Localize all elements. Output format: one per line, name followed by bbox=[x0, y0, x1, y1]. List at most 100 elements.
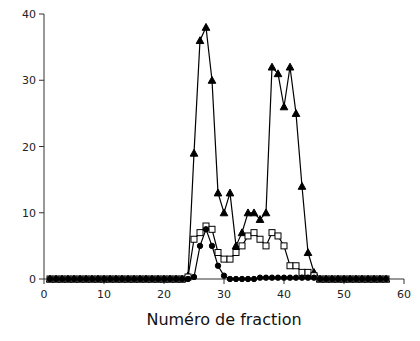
circle-marker bbox=[239, 276, 244, 281]
chart-svg: 0102030405060010203040Numéro de fraction bbox=[0, 0, 420, 341]
circle-marker bbox=[371, 276, 376, 281]
circle-marker bbox=[65, 276, 70, 281]
square-marker bbox=[227, 256, 233, 262]
circle-marker bbox=[113, 276, 118, 281]
square-marker bbox=[293, 263, 299, 269]
markers bbox=[46, 23, 390, 282]
square-marker bbox=[341, 276, 347, 282]
triangle-marker bbox=[220, 209, 228, 216]
square-marker bbox=[251, 230, 257, 236]
circle-marker bbox=[161, 276, 166, 281]
triangle-marker bbox=[262, 209, 270, 216]
y-tick bbox=[39, 146, 44, 147]
square-marker bbox=[113, 276, 119, 282]
square-marker bbox=[257, 236, 263, 242]
triangle-marker bbox=[274, 70, 282, 77]
circle-marker bbox=[341, 276, 346, 281]
circle-marker bbox=[257, 275, 262, 280]
square-marker bbox=[383, 276, 389, 282]
square-marker bbox=[95, 276, 101, 282]
square-marker bbox=[335, 276, 341, 282]
circle-marker bbox=[317, 276, 322, 281]
y-tick bbox=[39, 279, 44, 280]
chart-container: 0102030405060010203040Numéro de fraction bbox=[0, 0, 420, 341]
triangle-marker bbox=[226, 189, 234, 196]
circle-marker bbox=[155, 276, 160, 281]
y-tick-label: 0 bbox=[29, 273, 36, 286]
plot-area bbox=[46, 23, 390, 282]
square-marker bbox=[65, 276, 71, 282]
square-marker bbox=[233, 250, 239, 256]
x-tick bbox=[404, 279, 405, 284]
square-marker bbox=[323, 276, 329, 282]
circle-marker bbox=[359, 276, 364, 281]
x-tick-label: 20 bbox=[157, 288, 171, 301]
circle-marker bbox=[77, 276, 82, 281]
triangle-marker bbox=[256, 216, 264, 223]
circle-marker bbox=[179, 276, 184, 281]
series-markers bbox=[46, 23, 390, 282]
square-marker bbox=[161, 276, 167, 282]
circle-marker bbox=[149, 276, 154, 281]
circle-marker bbox=[215, 263, 220, 268]
circle-marker bbox=[59, 276, 64, 281]
series-line bbox=[50, 27, 386, 279]
square-marker bbox=[371, 276, 377, 282]
circle-marker bbox=[221, 273, 226, 278]
circle-marker bbox=[143, 276, 148, 281]
y-tick-label: 40 bbox=[22, 8, 36, 21]
square-marker bbox=[173, 276, 179, 282]
circle-marker bbox=[131, 276, 136, 281]
square-marker bbox=[125, 276, 131, 282]
square-marker bbox=[377, 276, 383, 282]
circle-marker bbox=[227, 276, 232, 281]
x-tick-label: 30 bbox=[217, 288, 231, 301]
circle-marker bbox=[251, 276, 256, 281]
square-marker bbox=[317, 276, 323, 282]
circle-marker bbox=[383, 276, 388, 281]
series-markers bbox=[47, 227, 388, 282]
triangle-marker bbox=[202, 23, 210, 30]
x-tick bbox=[44, 279, 45, 284]
square-marker bbox=[83, 276, 89, 282]
square-marker bbox=[137, 276, 143, 282]
circle-marker bbox=[119, 276, 124, 281]
circle-marker bbox=[125, 276, 130, 281]
x-tick-label: 50 bbox=[337, 288, 351, 301]
circle-marker bbox=[377, 276, 382, 281]
x-tick-label: 0 bbox=[41, 288, 48, 301]
triangle-marker bbox=[190, 149, 198, 156]
axes: 0102030405060010203040 bbox=[22, 8, 411, 301]
circle-marker bbox=[347, 276, 352, 281]
y-tick-label: 20 bbox=[22, 141, 36, 154]
circle-marker bbox=[173, 276, 178, 281]
y-tick bbox=[39, 14, 44, 15]
square-marker bbox=[89, 276, 95, 282]
circle-marker bbox=[281, 275, 286, 280]
triangle-marker bbox=[214, 189, 222, 196]
series-line bbox=[50, 229, 386, 279]
background bbox=[0, 0, 420, 341]
circle-marker bbox=[107, 276, 112, 281]
square-marker bbox=[131, 276, 137, 282]
square-marker bbox=[353, 276, 359, 282]
square-marker bbox=[179, 276, 185, 282]
square-marker bbox=[191, 236, 197, 242]
square-marker bbox=[53, 276, 59, 282]
square-marker bbox=[269, 230, 275, 236]
square-marker bbox=[47, 276, 53, 282]
circle-marker bbox=[185, 276, 190, 281]
circle-marker bbox=[323, 276, 328, 281]
square-marker bbox=[287, 263, 293, 269]
circle-marker bbox=[101, 276, 106, 281]
circle-marker bbox=[335, 276, 340, 281]
circle-marker bbox=[203, 227, 208, 232]
y-tick bbox=[39, 80, 44, 81]
square-marker bbox=[281, 243, 287, 249]
square-marker bbox=[275, 233, 281, 239]
circle-marker bbox=[233, 276, 238, 281]
x-tick-label: 10 bbox=[97, 288, 111, 301]
x-tick-label: 40 bbox=[277, 288, 291, 301]
triangle-marker bbox=[208, 76, 216, 83]
square-marker bbox=[71, 276, 77, 282]
